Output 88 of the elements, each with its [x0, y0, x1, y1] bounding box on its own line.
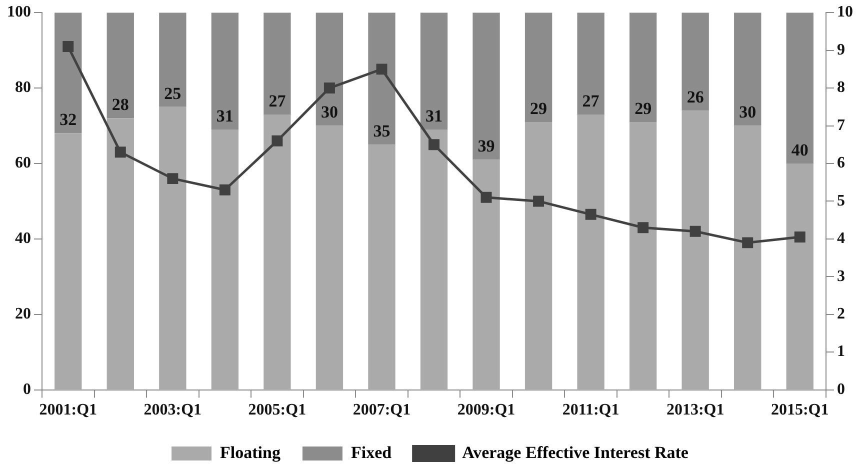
data-label: 29 — [530, 98, 548, 118]
y2-tick-label: 6 — [837, 154, 845, 172]
data-label: 27 — [582, 91, 600, 110]
y-tick-label: 0 — [23, 380, 31, 398]
legend-label: Average Effective Interest Rate — [462, 442, 689, 462]
bar — [577, 12, 604, 114]
y-tick-label: 100 — [7, 4, 31, 21]
bar — [368, 12, 396, 145]
bar — [159, 12, 186, 107]
x-tick-label: 2005:Q1 — [248, 402, 306, 419]
bar — [159, 106, 186, 390]
x-tick-label: 2001:Q1 — [39, 402, 98, 419]
x-tick-label: 2015:Q1 — [770, 402, 829, 419]
bar — [316, 12, 344, 126]
bar — [472, 12, 500, 160]
y-tick-label: 40 — [15, 230, 31, 248]
bar — [786, 12, 814, 164]
bar — [629, 122, 657, 390]
bar — [368, 144, 396, 390]
data-label: 26 — [686, 88, 704, 107]
point — [376, 64, 388, 75]
bar — [54, 12, 82, 134]
y2-tick-label: 0 — [837, 380, 845, 398]
point — [742, 237, 754, 248]
bar — [106, 12, 134, 118]
x-tick-label: 2009:Q1 — [457, 402, 516, 419]
bar — [54, 133, 82, 390]
point — [480, 192, 492, 203]
bar — [629, 12, 657, 122]
point — [533, 196, 544, 207]
y2-tick-label: 10 — [837, 4, 853, 21]
point — [272, 135, 283, 146]
data-label: 29 — [634, 98, 652, 118]
y2-tick-label: 9 — [837, 41, 845, 58]
point — [62, 41, 74, 52]
y2-tick-label: 3 — [837, 268, 845, 285]
bar — [524, 12, 552, 122]
point — [219, 184, 230, 196]
y2-tick-label: 7 — [837, 116, 845, 134]
bar — [734, 12, 762, 126]
bar — [682, 12, 709, 111]
bar — [211, 130, 239, 390]
point — [690, 226, 701, 237]
data-label: 28 — [112, 95, 129, 114]
bar — [577, 114, 604, 390]
bar — [211, 12, 239, 130]
bar — [682, 110, 709, 390]
bar — [420, 12, 448, 130]
point — [428, 139, 440, 150]
bar — [264, 12, 291, 114]
data-label: 32 — [60, 110, 77, 130]
x-tick-label: 2013:Q1 — [666, 402, 724, 419]
data-label: 25 — [164, 84, 182, 103]
point — [638, 222, 649, 234]
point — [794, 232, 806, 243]
bar — [734, 126, 762, 390]
bar — [316, 126, 344, 390]
legend-label: Floating — [220, 442, 281, 462]
bar — [106, 118, 134, 390]
bar — [420, 130, 448, 390]
y2-tick-label: 1 — [837, 343, 845, 360]
point — [585, 208, 596, 220]
bar — [264, 114, 291, 390]
data-label: 39 — [478, 136, 495, 156]
data-label: 30 — [320, 102, 338, 122]
bar — [524, 122, 552, 390]
legend-label: Fixed — [350, 442, 392, 462]
y2-tick-label: 8 — [837, 79, 845, 96]
y2-tick-label: 4 — [837, 230, 845, 248]
bar — [472, 160, 500, 390]
data-label: 31 — [216, 106, 234, 126]
x-tick-label: 2007:Q1 — [352, 402, 411, 419]
point — [167, 173, 178, 184]
data-label: 27 — [268, 91, 286, 110]
x-tick-label: 2003:Q1 — [144, 402, 202, 419]
x-tick-label: 2011:Q1 — [562, 402, 620, 419]
data-label: 31 — [426, 106, 442, 126]
y2-tick-label: 2 — [837, 306, 845, 322]
y-tick-label: 60 — [15, 154, 31, 172]
data-label: 35 — [373, 122, 390, 141]
data-label: 40 — [791, 140, 808, 160]
y-tick-label: 80 — [15, 79, 31, 96]
y-tick-label: 20 — [15, 306, 31, 322]
y2-tick-label: 5 — [837, 192, 845, 210]
point — [324, 82, 335, 94]
point — [114, 146, 126, 158]
bar — [786, 163, 814, 390]
data-label: 30 — [739, 102, 756, 122]
